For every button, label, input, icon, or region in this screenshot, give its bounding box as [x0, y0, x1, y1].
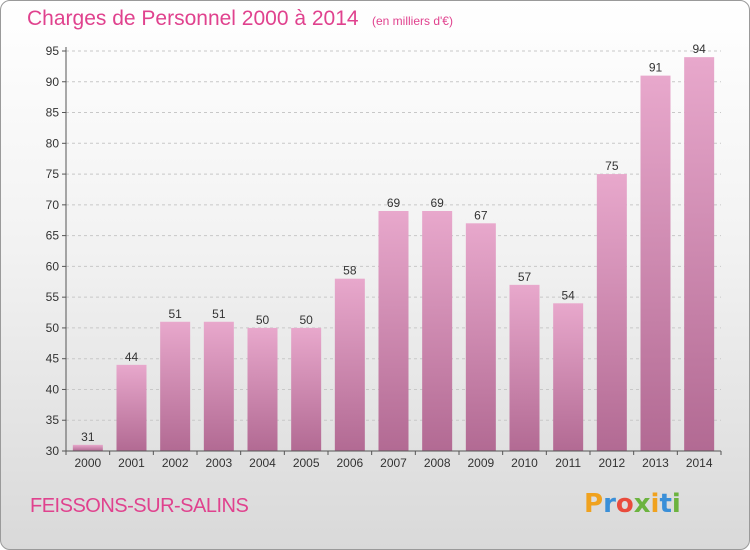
- bar: [596, 174, 627, 452]
- data-label: 58: [343, 264, 357, 278]
- data-label: 57: [518, 270, 532, 284]
- y-tick-label: 35: [46, 413, 60, 427]
- bar: [203, 321, 234, 451]
- y-tick-label: 75: [46, 167, 60, 181]
- data-label: 50: [299, 313, 313, 327]
- x-tick-label: 2007: [380, 456, 407, 470]
- bar: [247, 327, 278, 451]
- x-tick-label: 2005: [293, 456, 320, 470]
- y-tick-label: 95: [46, 44, 60, 58]
- bar: [640, 75, 671, 451]
- x-tick-label: 2004: [249, 456, 276, 470]
- chart-title: Charges de Personnel 2000 à 2014: [27, 7, 359, 30]
- x-tick-label: 2014: [686, 456, 713, 470]
- x-tick-label: 2011: [555, 456, 581, 470]
- y-tick-label: 55: [46, 290, 60, 304]
- data-label: 51: [168, 307, 182, 321]
- y-tick-label: 60: [46, 259, 60, 273]
- bar: [422, 211, 453, 451]
- bar: [334, 278, 365, 451]
- y-tick-label: 45: [46, 352, 60, 366]
- data-label: 91: [649, 61, 663, 75]
- y-tick-label: 40: [46, 382, 60, 396]
- x-tick-label: 2006: [336, 456, 363, 470]
- data-label: 69: [430, 196, 444, 210]
- x-tick-label: 2013: [642, 456, 669, 470]
- y-tick-label: 90: [46, 75, 60, 89]
- bar: [72, 444, 103, 451]
- bar: [378, 211, 409, 451]
- unit-note: (en milliers d'€): [372, 14, 453, 28]
- bar: [509, 284, 540, 451]
- data-label: 44: [125, 350, 139, 364]
- x-tick-label: 2009: [467, 456, 494, 470]
- bar: [160, 321, 191, 451]
- y-tick-label: 65: [46, 229, 60, 243]
- data-label: 69: [387, 196, 401, 210]
- x-tick-label: 2003: [205, 456, 232, 470]
- y-tick-label: 50: [46, 321, 60, 335]
- data-label: 54: [561, 288, 575, 302]
- y-tick-label: 80: [46, 136, 60, 150]
- data-label: 94: [692, 42, 706, 56]
- y-tick-label: 70: [46, 198, 60, 212]
- data-label: 75: [605, 159, 619, 173]
- location-name: FEISSONS-SUR-SALINS: [30, 495, 249, 517]
- bar: [684, 57, 715, 452]
- data-label: 31: [81, 430, 95, 444]
- data-label: 51: [212, 307, 226, 321]
- bar: [291, 327, 322, 451]
- x-tick-label: 2001: [118, 456, 145, 470]
- x-tick-label: 2000: [74, 456, 101, 470]
- x-tick-label: 2008: [424, 456, 451, 470]
- bar: [553, 303, 584, 451]
- y-tick-label: 30: [46, 444, 60, 458]
- data-label: 67: [474, 208, 488, 222]
- x-tick-label: 2002: [162, 456, 189, 470]
- x-tick-label: 2010: [511, 456, 538, 470]
- bar: [465, 223, 496, 451]
- y-tick-label: 85: [46, 106, 60, 120]
- bar: [116, 364, 147, 451]
- data-label: 50: [256, 313, 270, 327]
- brand-logo[interactable]: Proxiti: [584, 489, 681, 519]
- x-tick-label: 2012: [598, 456, 625, 470]
